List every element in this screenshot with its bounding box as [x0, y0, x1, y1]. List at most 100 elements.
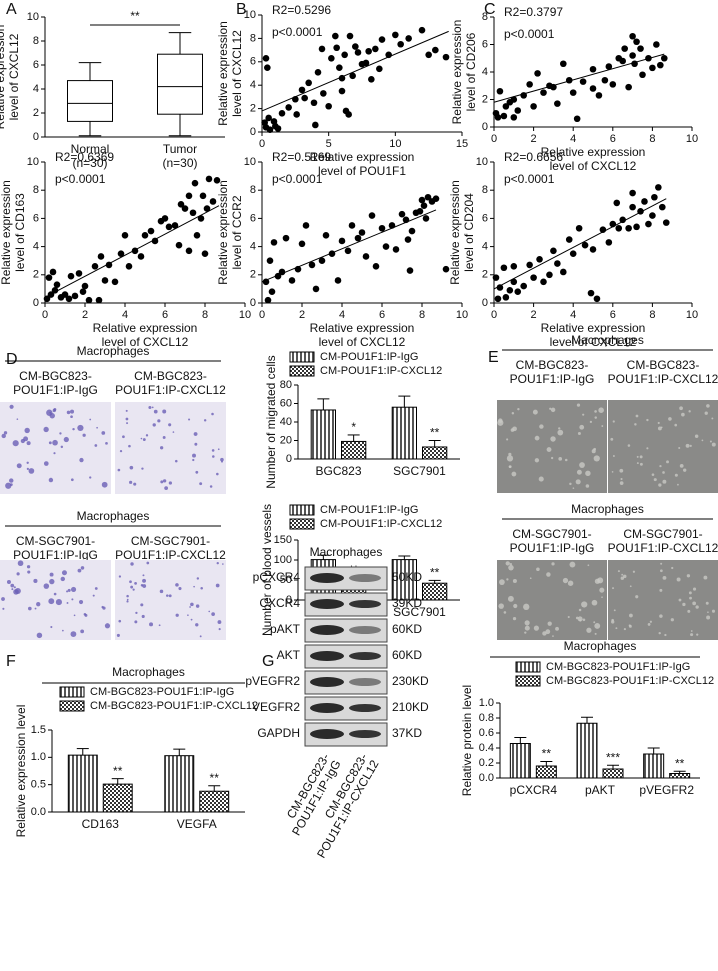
point	[540, 89, 547, 96]
cell	[647, 623, 651, 626]
blot-size-label: 230KD	[392, 674, 429, 688]
cell	[130, 585, 134, 589]
point	[651, 193, 658, 201]
cell	[703, 575, 708, 580]
cell	[679, 463, 684, 468]
point	[442, 265, 450, 273]
point	[298, 240, 306, 248]
cell	[26, 565, 31, 569]
cell	[89, 476, 92, 479]
cell	[73, 614, 76, 617]
cell	[593, 621, 596, 624]
image-group-title: Macrophages	[77, 509, 150, 523]
significance: **	[675, 756, 685, 770]
point	[171, 222, 179, 229]
point	[573, 115, 581, 123]
point	[278, 109, 286, 117]
y-axis-label: Relative protein level	[460, 685, 474, 796]
bar	[199, 790, 230, 813]
x-axis-label: level of POU1F1	[318, 164, 406, 178]
legend-label: CM-BGC823-POU1F1:IP-CXCL12	[90, 700, 258, 712]
cell	[63, 436, 69, 443]
point	[111, 278, 119, 286]
blot-band	[349, 652, 381, 660]
cell	[660, 569, 663, 573]
image-caption: POU1F1:IP-CXCL12	[608, 541, 718, 555]
point	[514, 288, 522, 296]
cell	[576, 403, 581, 407]
point	[496, 87, 504, 95]
cell	[94, 444, 98, 447]
bar	[576, 722, 598, 779]
y-tick-label: 2	[482, 93, 488, 105]
point	[633, 223, 640, 231]
cell	[118, 575, 122, 578]
x-tick-label: 8	[202, 309, 208, 321]
point	[262, 54, 270, 62]
cell	[511, 471, 517, 477]
point	[629, 203, 636, 211]
point	[569, 89, 577, 96]
cell	[49, 413, 55, 419]
cell	[688, 591, 692, 595]
cell	[142, 584, 147, 588]
cell	[142, 438, 146, 441]
cell	[160, 480, 164, 484]
cell	[619, 481, 624, 485]
cell	[126, 598, 129, 601]
cell	[689, 596, 692, 600]
y-axis-label: Relative expression	[0, 25, 7, 130]
cell	[578, 608, 582, 612]
y-tick-label: 80	[280, 379, 292, 391]
legend-label: CM-BGC823-POU1F1:IP-IgG	[90, 686, 234, 698]
cell	[634, 423, 637, 426]
cell	[72, 427, 75, 431]
point	[530, 274, 537, 281]
point	[310, 99, 318, 107]
y-tick-label: 4	[33, 241, 39, 253]
y-tick-label: 0	[482, 121, 488, 133]
point	[288, 277, 296, 284]
point	[500, 264, 508, 272]
cell	[659, 614, 663, 618]
point	[425, 51, 432, 59]
point	[189, 209, 197, 217]
y-tick-label: 10	[244, 156, 256, 168]
cell	[67, 588, 71, 592]
y-tick-label: 6	[482, 38, 488, 50]
y-tick-label: 10	[244, 9, 256, 21]
cell	[140, 437, 143, 440]
cell	[681, 412, 685, 417]
cell	[142, 574, 145, 577]
cell	[662, 575, 667, 580]
cell	[83, 613, 87, 616]
cell	[11, 588, 14, 591]
cell	[77, 424, 84, 432]
point	[609, 81, 617, 88]
cell	[89, 418, 92, 421]
blot-row-label: AKT	[277, 648, 301, 662]
point	[649, 212, 656, 219]
cell	[130, 562, 134, 566]
x-tick-label: VEGFA	[177, 817, 217, 831]
y-tick-label: 6	[250, 212, 256, 224]
cell	[651, 473, 655, 476]
cell	[70, 478, 74, 482]
y-axis-label: level of CD206	[464, 32, 478, 111]
point	[589, 246, 597, 253]
cell	[615, 627, 618, 630]
cell	[27, 570, 31, 574]
blot-strip	[304, 670, 388, 695]
micrograph	[608, 560, 718, 640]
cell	[576, 469, 582, 475]
cell	[192, 453, 196, 458]
point	[53, 281, 61, 288]
cell	[662, 479, 667, 484]
cell	[80, 629, 85, 634]
image-caption: POU1F1:IP-CXCL12	[608, 372, 718, 386]
point	[408, 227, 416, 235]
cell	[577, 432, 581, 436]
point	[270, 239, 278, 246]
point	[318, 45, 326, 53]
cell	[9, 404, 14, 409]
